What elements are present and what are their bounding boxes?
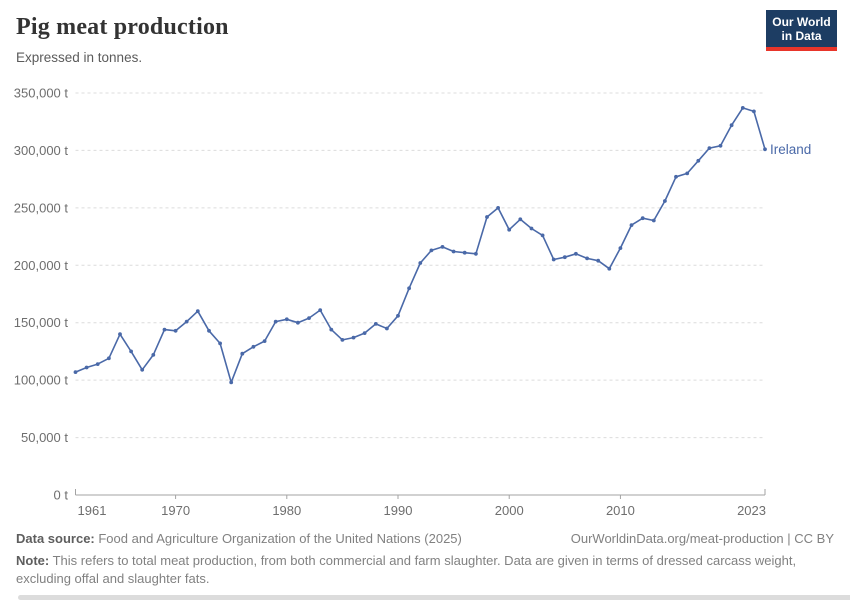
data-point[interactable] [707,146,712,151]
data-point[interactable] [318,308,323,312]
bottom-bar [18,595,850,600]
data-point[interactable] [685,171,690,176]
data-point[interactable] [273,319,278,324]
data-point[interactable] [629,223,634,228]
y-tick-label: 150,000 t [14,315,69,330]
data-point[interactable] [562,255,567,260]
data-point[interactable] [607,266,612,271]
x-tick-label: 2023 [737,503,766,518]
owid-logo-line2: in Data [781,28,822,43]
note-text: This refers to total meat production, fr… [16,553,797,586]
data-point[interactable] [651,218,656,223]
owid-logo[interactable]: Our World in Data [766,10,837,51]
x-tick-label: 1990 [384,503,413,518]
data-point[interactable] [207,328,211,333]
data-point[interactable] [173,328,178,333]
data-point[interactable] [329,327,334,332]
x-tick-label: 2000 [495,503,524,518]
y-tick-label: 350,000 t [14,86,69,101]
data-point[interactable] [451,249,456,254]
data-point[interactable] [140,367,145,372]
data-point[interactable] [763,147,767,152]
x-tick-label: 1980 [272,503,301,518]
y-tick-label: 200,000 t [14,258,69,273]
data-point[interactable] [118,332,122,337]
y-tick-label: 0 t [54,488,69,503]
data-point[interactable] [218,341,223,346]
data-point[interactable] [407,286,411,291]
data-source-line: Data source: Food and Agriculture Organi… [16,530,462,548]
data-point[interactable] [496,206,500,210]
data-point[interactable] [284,317,289,322]
data-point[interactable] [663,199,667,203]
series-end-label-ireland[interactable]: Ireland [770,142,812,157]
data-point[interactable] [195,309,200,314]
data-point[interactable] [485,215,489,219]
data-point[interactable] [240,351,245,356]
data-point[interactable] [596,258,601,263]
data-point[interactable] [151,353,156,357]
data-point[interactable] [551,257,556,262]
data-point[interactable] [729,123,734,128]
data-point[interactable] [440,245,445,249]
data-point[interactable] [574,251,578,256]
data-point[interactable] [418,261,423,265]
data-point[interactable] [618,246,623,251]
y-tick-label: 50,000 t [21,430,68,445]
data-point[interactable] [229,380,234,385]
data-point[interactable] [540,233,545,238]
data-point[interactable] [162,327,167,332]
y-tick-label: 100,000 t [14,373,69,388]
data-source-label: Data source: [16,531,95,546]
data-point[interactable] [129,349,134,354]
data-point[interactable] [696,158,701,163]
data-point[interactable] [752,109,756,114]
data-source-text: Food and Agriculture Organization of the… [94,531,462,546]
x-tick-label: 1961 [78,503,107,518]
data-point[interactable] [262,339,267,343]
y-tick-label: 300,000 t [14,143,69,158]
owid-logo-line1: Our World [772,14,831,29]
data-point[interactable] [740,106,745,110]
data-point[interactable] [385,326,389,331]
data-point[interactable] [585,256,589,261]
page-title: Pig meat production [16,14,229,40]
data-point[interactable] [296,320,300,325]
data-point[interactable] [718,143,723,148]
x-tick-label: 1970 [161,503,190,518]
data-point[interactable] [507,227,512,232]
data-point[interactable] [462,250,467,255]
data-point[interactable] [529,226,534,231]
data-point[interactable] [640,216,645,221]
data-point[interactable] [373,322,378,326]
data-point[interactable] [429,248,434,253]
note-line: Note: This refers to total meat producti… [16,552,812,588]
x-tick-label: 2010 [606,503,635,518]
data-point[interactable] [674,174,678,179]
series-line-ireland [74,107,766,384]
data-point[interactable] [340,338,345,342]
owid-citation-link[interactable]: OurWorldinData.org/meat-production | CC … [570,531,834,546]
data-point[interactable] [84,365,89,370]
data-point[interactable] [107,356,111,361]
data-point[interactable] [396,313,400,318]
data-point[interactable] [518,217,523,222]
data-point[interactable] [95,362,100,366]
chart-footer: Data source: Food and Agriculture Organi… [16,530,834,588]
note-label: Note: [16,553,50,568]
data-point[interactable] [362,331,367,335]
data-point[interactable] [474,251,478,256]
data-point[interactable] [251,344,256,349]
data-point[interactable] [307,316,311,320]
data-point[interactable] [184,319,189,324]
data-point[interactable] [351,335,356,340]
data-point[interactable] [73,370,78,374]
chart-subtitle: Expressed in tonnes. [16,50,143,65]
y-tick-label: 250,000 t [14,200,69,215]
